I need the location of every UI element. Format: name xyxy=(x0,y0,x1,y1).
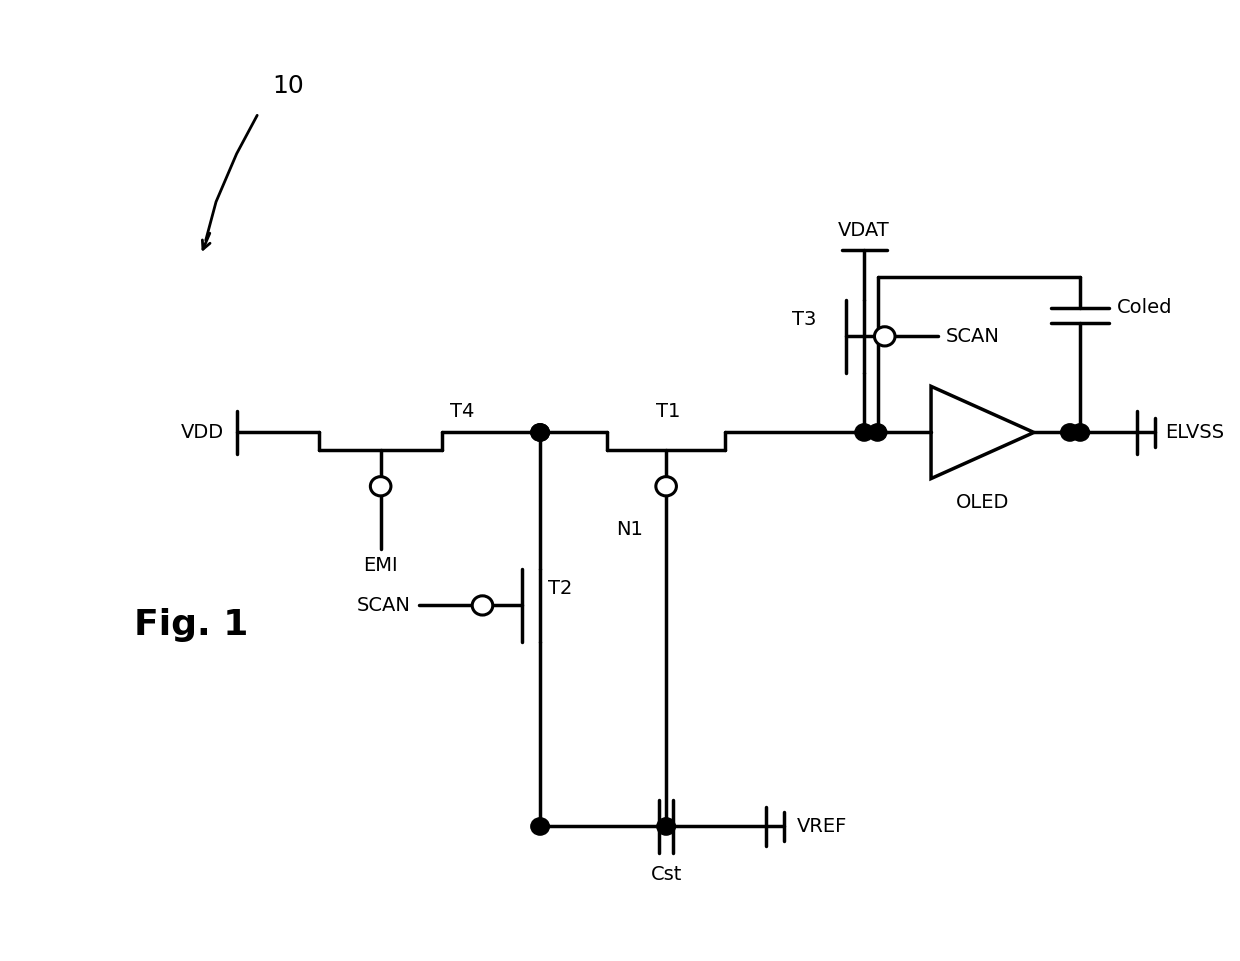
Text: N1: N1 xyxy=(616,520,644,539)
Text: OLED: OLED xyxy=(956,493,1009,512)
Circle shape xyxy=(656,477,677,496)
Circle shape xyxy=(657,818,676,835)
Circle shape xyxy=(531,424,549,441)
Circle shape xyxy=(1060,424,1079,441)
Text: SCAN: SCAN xyxy=(945,327,999,346)
Circle shape xyxy=(371,477,391,496)
Text: ELVSS: ELVSS xyxy=(1166,423,1225,442)
Circle shape xyxy=(868,424,887,441)
Text: T4: T4 xyxy=(450,402,474,421)
Text: T2: T2 xyxy=(548,579,573,598)
Circle shape xyxy=(531,818,549,835)
Text: VDD: VDD xyxy=(181,423,224,442)
Text: Cst: Cst xyxy=(651,865,682,884)
Circle shape xyxy=(472,596,492,615)
Circle shape xyxy=(874,327,895,346)
Text: Coled: Coled xyxy=(1117,298,1173,317)
Text: T3: T3 xyxy=(792,309,817,329)
Text: SCAN: SCAN xyxy=(357,596,410,615)
Text: 10: 10 xyxy=(273,75,304,98)
Text: VREF: VREF xyxy=(797,817,847,836)
Circle shape xyxy=(1071,424,1090,441)
Text: VDAT: VDAT xyxy=(838,221,890,240)
Text: Fig. 1: Fig. 1 xyxy=(134,607,248,642)
Circle shape xyxy=(531,424,549,441)
Circle shape xyxy=(854,424,873,441)
Text: EMI: EMI xyxy=(363,556,398,576)
Text: T1: T1 xyxy=(656,402,681,421)
